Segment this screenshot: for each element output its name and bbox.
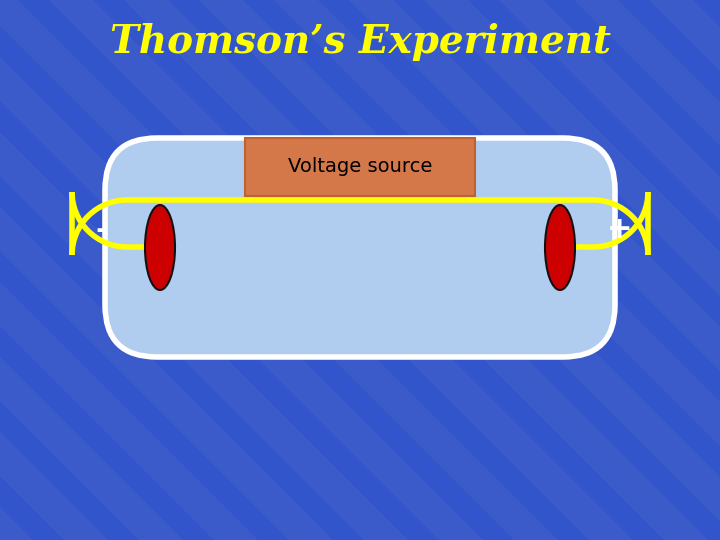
FancyBboxPatch shape [245, 138, 475, 196]
Polygon shape [0, 0, 482, 540]
Ellipse shape [145, 205, 175, 290]
Polygon shape [200, 0, 720, 540]
FancyBboxPatch shape [105, 138, 615, 357]
Polygon shape [350, 0, 720, 540]
Text: -: - [96, 215, 108, 245]
Polygon shape [275, 0, 720, 540]
Polygon shape [125, 0, 707, 540]
Polygon shape [650, 0, 720, 540]
Ellipse shape [545, 205, 575, 290]
Polygon shape [575, 0, 720, 540]
Polygon shape [0, 0, 332, 540]
Polygon shape [0, 0, 257, 540]
Text: Voltage source: Voltage source [288, 158, 432, 177]
Polygon shape [0, 0, 107, 540]
Polygon shape [425, 0, 720, 540]
Polygon shape [0, 0, 557, 540]
Polygon shape [0, 0, 407, 540]
Polygon shape [50, 0, 632, 540]
Polygon shape [0, 0, 182, 540]
Polygon shape [0, 0, 32, 540]
Polygon shape [500, 0, 720, 540]
Text: +: + [607, 215, 633, 245]
Text: Thomson’s Experiment: Thomson’s Experiment [109, 23, 611, 61]
